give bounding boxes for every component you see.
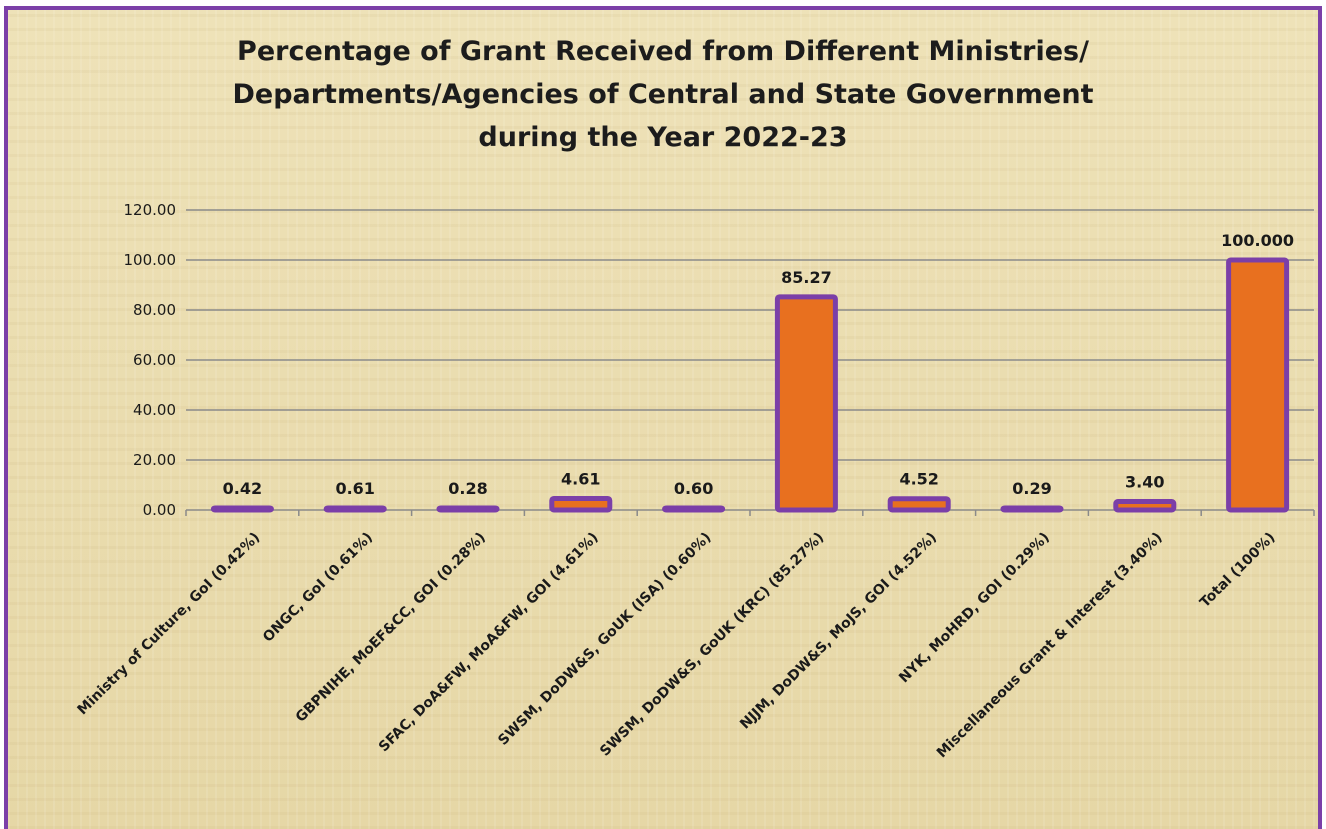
bar <box>1113 499 1177 513</box>
category-label: ONGC, GoI (0.61%) <box>260 530 376 646</box>
data-label: 4.61 <box>561 469 600 488</box>
category-label: GBPNIHE, MoEF&CC, GOI (0.28%) <box>293 530 489 726</box>
category-label: NJJM, DoDW&S, MoJS, GOI (4.52%) <box>737 530 940 733</box>
category-label: Miscellaneous Grant & Interest (3.40%) <box>934 530 1166 762</box>
data-label: 4.52 <box>899 470 938 489</box>
y-tick-label: 120.00 <box>124 201 177 219</box>
data-label: 0.61 <box>335 479 374 498</box>
category-label: Total (100%) <box>1197 530 1278 611</box>
chart-title-line-3: during the Year 2022-23 <box>478 122 848 153</box>
category-label: Ministry of Culture, GoI (0.42%) <box>75 530 264 719</box>
category-label: SWSM, DoDW&S, GoUK (ISA) (0.60%) <box>495 530 714 749</box>
bar <box>436 505 500 513</box>
y-tick-label: 20.00 <box>133 451 176 469</box>
bar <box>1000 505 1064 513</box>
category-label: SWSM, DoDW&S, GoUK (KRC) (85.27%) <box>597 530 827 760</box>
y-tick-label: 80.00 <box>133 301 176 319</box>
bar <box>323 505 387 513</box>
chart-frame <box>4 6 1322 829</box>
bar <box>549 495 613 513</box>
bar <box>662 505 726 513</box>
y-tick-label: 40.00 <box>133 401 176 419</box>
data-label: 0.29 <box>1012 479 1051 498</box>
data-label: 3.40 <box>1125 473 1164 492</box>
chart-title-line-1: Percentage of Grant Received from Differ… <box>237 36 1089 67</box>
data-label: 100.000 <box>1221 231 1294 250</box>
data-label: 0.28 <box>448 479 487 498</box>
y-tick-label: 60.00 <box>133 351 176 369</box>
y-tick-label: 0.00 <box>143 501 176 519</box>
bar <box>887 496 951 513</box>
bar <box>1226 257 1290 513</box>
chart-title: Percentage of Grant Received from Differ… <box>0 30 1326 159</box>
data-label: 0.60 <box>674 479 713 498</box>
chart-title-line-2: Departments/Agencies of Central and Stat… <box>232 79 1094 110</box>
bar <box>210 505 274 513</box>
category-label: SFAC, DoA&FW, MoA&FW, GOI (4.61%) <box>376 530 602 756</box>
data-label: 85.27 <box>781 268 832 287</box>
data-label: 0.42 <box>223 479 262 498</box>
bar <box>774 294 838 513</box>
y-tick-label: 100.00 <box>124 251 177 269</box>
